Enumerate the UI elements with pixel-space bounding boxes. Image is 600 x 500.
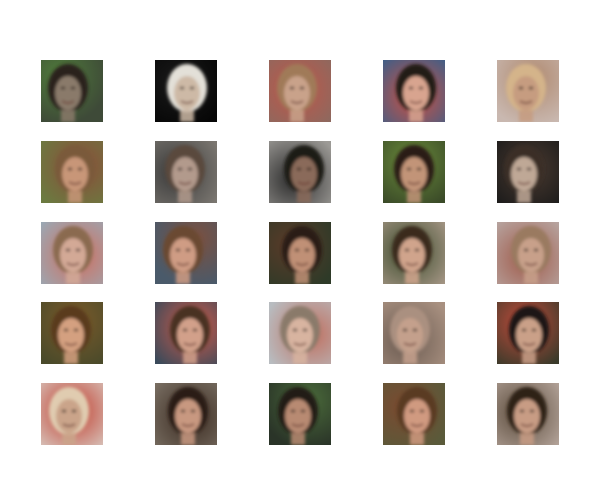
face-photo-icon <box>383 60 445 122</box>
face-photo-icon <box>383 302 445 364</box>
face-image-tile <box>497 383 559 445</box>
face-image-tile <box>41 60 103 122</box>
face-photo-icon <box>155 141 217 203</box>
face-image-tile <box>383 222 445 284</box>
face-photo-icon <box>383 222 445 284</box>
face-photo-icon <box>155 383 217 445</box>
face-image-tile <box>269 222 331 284</box>
face-image-tile <box>155 302 217 364</box>
face-photo-icon <box>269 141 331 203</box>
face-image-tile <box>269 383 331 445</box>
face-image-tile <box>41 383 103 445</box>
face-photo-icon <box>155 60 217 122</box>
face-image-tile <box>41 302 103 364</box>
face-image-tile <box>383 60 445 122</box>
face-photo-icon <box>41 302 103 364</box>
face-image-tile <box>155 383 217 445</box>
face-image-tile <box>269 302 331 364</box>
face-image-tile <box>155 60 217 122</box>
face-image-tile <box>269 60 331 122</box>
face-photo-icon <box>269 60 331 122</box>
face-image-tile <box>41 222 103 284</box>
face-image-tile <box>497 222 559 284</box>
face-image-tile <box>41 141 103 203</box>
face-photo-icon <box>497 222 559 284</box>
face-photo-icon <box>383 383 445 445</box>
face-photo-icon <box>497 141 559 203</box>
face-photo-icon <box>41 60 103 122</box>
face-photo-icon <box>269 383 331 445</box>
face-photo-icon <box>269 222 331 284</box>
face-image-tile <box>269 141 331 203</box>
face-photo-icon <box>497 302 559 364</box>
face-photo-icon <box>497 60 559 122</box>
face-image-tile <box>497 141 559 203</box>
face-photo-icon <box>41 383 103 445</box>
face-photo-icon <box>269 302 331 364</box>
face-photo-icon <box>497 383 559 445</box>
face-image-tile <box>383 302 445 364</box>
face-image-tile <box>383 383 445 445</box>
face-photo-icon <box>41 222 103 284</box>
face-image-tile <box>497 60 559 122</box>
face-image-tile <box>155 222 217 284</box>
face-photo-icon <box>41 141 103 203</box>
face-photo-icon <box>155 302 217 364</box>
face-photo-icon <box>155 222 217 284</box>
face-image-tile <box>497 302 559 364</box>
face-photo-icon <box>383 141 445 203</box>
face-image-tile <box>155 141 217 203</box>
face-image-tile <box>383 141 445 203</box>
